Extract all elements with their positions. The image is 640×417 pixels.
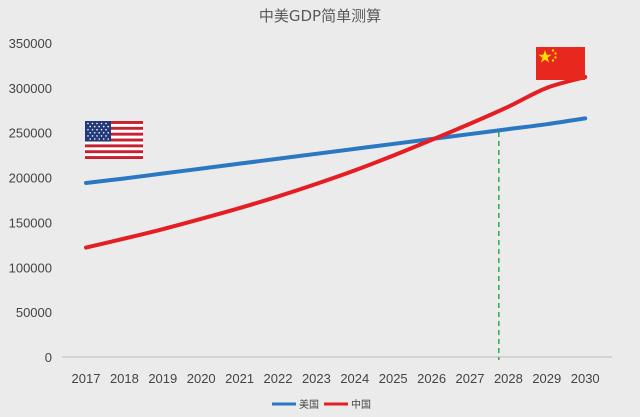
x-tick-label: 2023 — [302, 371, 331, 386]
x-tick-label: 2027 — [456, 371, 485, 386]
y-tick-label: 150000 — [9, 215, 52, 230]
series-line — [84, 75, 588, 250]
x-tick-label: 2020 — [187, 371, 216, 386]
y-tick-label: 300000 — [9, 81, 52, 96]
x-tick-label: 2019 — [148, 371, 177, 386]
x-axis-ticks: 2017 2018 2019 2020 2021 2022 2023 2024 2025 2026… — [72, 371, 600, 386]
y-tick-label: 100000 — [9, 260, 52, 275]
chart-title: 中美GDP简单测算 — [259, 7, 381, 25]
x-tick-label: 2026 — [417, 371, 446, 386]
x-tick-label: 2017 — [72, 371, 101, 386]
x-tick-label: 2029 — [532, 371, 561, 386]
x-tick-label: 2025 — [379, 371, 408, 386]
series-line — [84, 116, 588, 185]
x-tick-label: 2030 — [571, 371, 600, 386]
legend-label: 美国 — [299, 398, 319, 411]
legend: 美国 中国 — [272, 398, 371, 411]
x-tick-label: 2021 — [225, 371, 254, 386]
x-tick-label: 2022 — [264, 371, 293, 386]
y-tick-label: 50000 — [16, 305, 52, 320]
y-axis-ticks: 0 50000 100000 150000 200000 250000 300000 3500… — [9, 36, 52, 365]
us-flag-icon — [85, 121, 143, 159]
china-flag-icon — [536, 47, 585, 80]
x-tick-label: 2028 — [494, 371, 523, 386]
y-tick-label: 200000 — [9, 171, 52, 186]
x-tick-label: 2018 — [110, 371, 139, 386]
y-tick-label: 250000 — [9, 126, 52, 141]
x-tick-label: 2024 — [340, 371, 369, 386]
y-tick-label: 0 — [45, 350, 52, 365]
legend-label: 中国 — [351, 398, 371, 411]
y-tick-label: 350000 — [9, 36, 52, 51]
series-lines — [84, 75, 588, 250]
